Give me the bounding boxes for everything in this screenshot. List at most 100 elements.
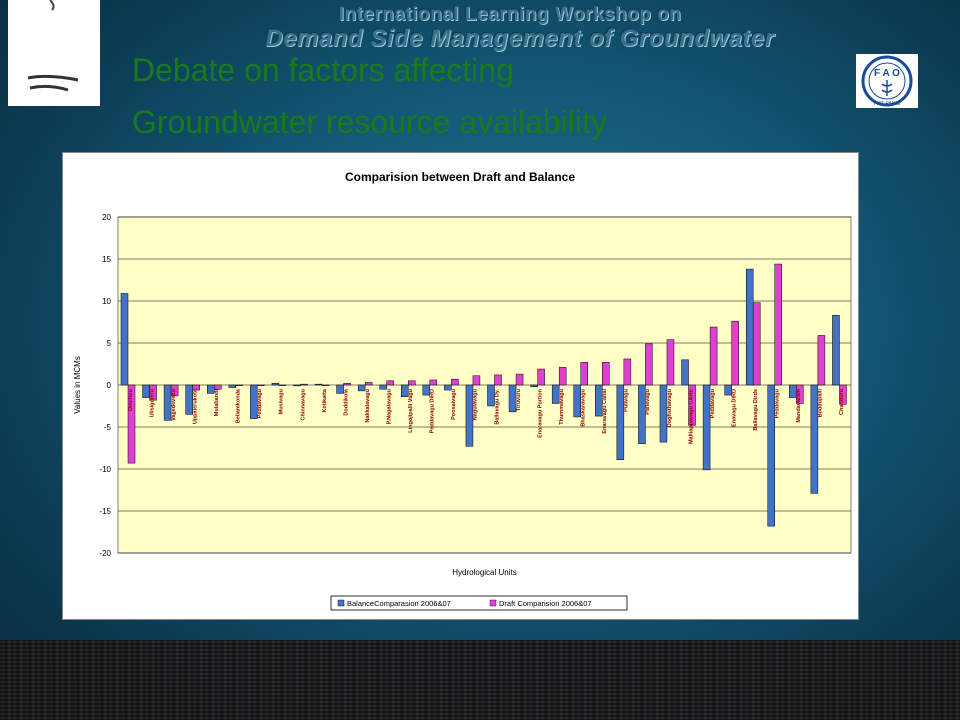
bar: [401, 384, 409, 398]
x-axis-label: Hydrological Units: [452, 568, 516, 577]
y-tick-label: -15: [99, 507, 111, 516]
category-label: Peddavagu DIRD: [430, 389, 436, 433]
category-label: Enaravagu Portion: [537, 388, 543, 438]
category-label: Tiruvuru: [516, 389, 522, 411]
bar: [580, 362, 588, 386]
bar: [343, 383, 351, 386]
bar: [616, 384, 625, 461]
bar: [127, 384, 136, 464]
category-label: Nagulavagu: [473, 389, 479, 420]
bar: [472, 375, 481, 386]
legend-label-draft: Draft Comparision 2006&07: [499, 599, 592, 608]
category-label: Peddavagu: [257, 389, 263, 418]
category-label: Dinchou: [128, 389, 134, 411]
bar: [213, 384, 222, 390]
category-label: Mulabandi: [214, 389, 220, 417]
bar: [278, 384, 287, 386]
bar: [645, 343, 653, 386]
bar: [192, 384, 200, 391]
bar: [408, 380, 416, 386]
bar: [595, 384, 603, 417]
category-label: P.Nagalavagu: [386, 389, 392, 424]
bar: [465, 384, 474, 447]
bar: [444, 384, 452, 391]
fao-motto: FIAT PANIS: [874, 101, 901, 107]
slide-title-line1: Debate on factors affecting: [132, 52, 514, 88]
bar: [731, 320, 739, 386]
bar: [314, 383, 323, 386]
y-tick-label: -5: [104, 423, 112, 432]
bar: [530, 384, 538, 387]
bar: [602, 362, 610, 386]
bar: [271, 383, 280, 386]
bar: [796, 384, 804, 404]
bar: [228, 384, 237, 388]
category-label: Kotikatta: [322, 388, 328, 412]
bar: [832, 315, 840, 386]
y-tick-label: -20: [99, 549, 111, 558]
bar: [386, 380, 394, 386]
bar: [451, 378, 459, 386]
chart-title: Comparision between Draft and Balance: [345, 170, 575, 184]
bar: [681, 359, 689, 386]
category-label: Enaravagu Canal: [602, 389, 608, 434]
legend-box: [330, 595, 628, 611]
y-tick-label: 0: [107, 381, 112, 390]
bar: [364, 382, 373, 386]
bar: [336, 384, 344, 394]
category-label: Chanduru: [839, 389, 845, 415]
legend-swatch-balance: [337, 599, 345, 607]
bar: [767, 384, 776, 527]
y-tick-label: 20: [102, 213, 111, 222]
category-label: Lingojipalli Vagu: [408, 389, 414, 433]
y-tick-label: 5: [107, 339, 112, 348]
y-axis-label: Values in MCMs: [73, 356, 82, 414]
bar: [839, 384, 847, 405]
category-label: Chinnavagu: [300, 389, 306, 420]
category-label: Ballavagu Dirds: [753, 389, 759, 431]
fao-logo: F A O FIAT PANIS: [856, 54, 918, 108]
workshop-logo: [8, 0, 100, 106]
category-label: Nakkalavagu: [365, 389, 371, 423]
workshop-subtitle: Demand Side Management of Groundwater: [265, 25, 775, 52]
y-tick-label: -10: [99, 465, 111, 474]
y-tick-label: 10: [102, 297, 111, 306]
bar: [357, 384, 366, 392]
bar-chart: Comparision between Draft and Balance 20 1…: [73, 170, 852, 611]
bar: [149, 384, 157, 401]
bar: [300, 383, 308, 386]
svg-text:F A O: F A O: [874, 68, 900, 79]
bar: [659, 384, 668, 443]
bar: [494, 374, 502, 386]
bar: [666, 339, 675, 386]
category-label: Boddupalli: [818, 389, 824, 418]
bar: [257, 384, 265, 386]
category-label: Peddavagu: [775, 389, 781, 418]
bar: [573, 384, 581, 418]
bar: [163, 384, 172, 421]
bar: [170, 384, 179, 397]
category-label: Enavagu DIRD: [731, 389, 737, 427]
category-label: Pallevagu: [645, 389, 651, 415]
y-tick-label: 15: [102, 255, 111, 264]
category-label: Musivagu: [279, 389, 285, 414]
background-strip-texture: [0, 640, 960, 720]
category-label: Thummavagu: [559, 389, 565, 425]
category-label: Peddavagu: [710, 389, 716, 418]
bar: [515, 373, 524, 386]
bar: [638, 384, 646, 445]
bar: [688, 384, 696, 426]
category-label: Bhaskaravagu: [581, 389, 587, 427]
category-label: Vajjedevedu: [171, 389, 177, 421]
category-label: Poosaivagu: [451, 389, 457, 420]
category-label: Doddikola: [343, 388, 349, 416]
bar: [250, 384, 258, 419]
bar: [774, 263, 783, 386]
bar: [623, 358, 632, 386]
category-label: Uppalerukota: [192, 388, 198, 424]
category-label: Ballavagu Dy.: [494, 389, 500, 425]
bar: [422, 384, 431, 396]
bar: [508, 384, 517, 413]
workshop-title: International Learning Workshop on: [338, 4, 682, 25]
slide-title-line2: Groundwater resource availability: [132, 104, 607, 140]
